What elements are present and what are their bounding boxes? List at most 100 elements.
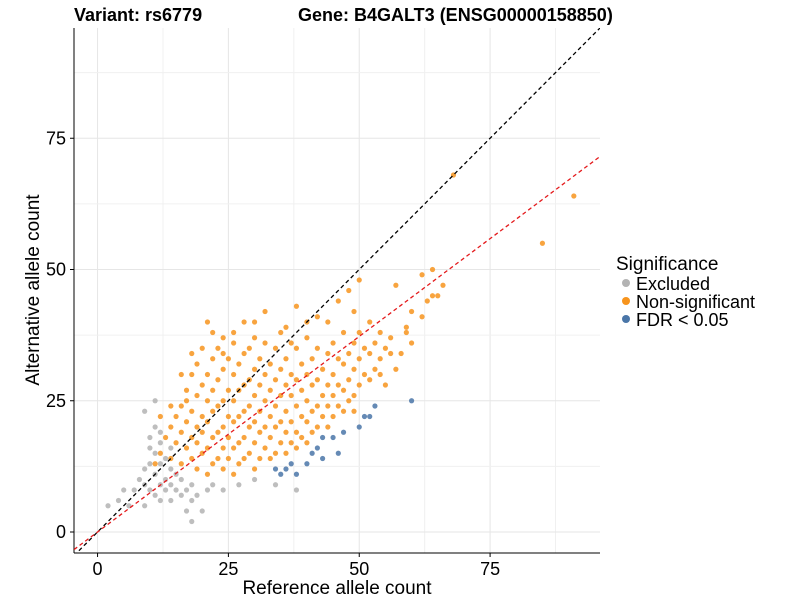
y-ticks: 0 25 50 75: [46, 128, 74, 542]
point-fdr-0-05: [288, 461, 294, 467]
point-non-significant: [272, 377, 279, 383]
point-non-significant: [204, 398, 211, 404]
point-fdr-0-05: [272, 466, 279, 472]
point-fdr-0-05: [367, 413, 373, 420]
point-non-significant: [236, 361, 242, 367]
point-non-significant: [204, 445, 211, 451]
point-non-significant: [299, 387, 305, 393]
point-non-significant: [194, 392, 200, 399]
point-non-significant: [225, 455, 231, 462]
point-non-significant: [199, 413, 205, 420]
point-fdr-0-05: [283, 466, 289, 472]
point-non-significant: [320, 413, 326, 420]
point-non-significant: [231, 340, 237, 346]
point-non-significant: [231, 471, 237, 477]
point-non-significant: [220, 466, 226, 472]
point-non-significant: [309, 408, 315, 414]
point-non-significant: [251, 440, 258, 446]
point-fdr-0-05: [309, 450, 315, 456]
point-non-significant: [267, 361, 273, 367]
point-non-significant: [419, 272, 425, 278]
point-non-significant: [325, 403, 331, 409]
point-non-significant: [304, 398, 310, 404]
point-non-significant: [377, 356, 383, 362]
point-non-significant: [382, 382, 389, 388]
x-ticks: 0 25 50 75: [93, 553, 500, 579]
point-non-significant: [340, 361, 347, 367]
point-non-significant: [288, 392, 294, 399]
point-non-significant: [152, 461, 158, 467]
point-excluded: [183, 487, 190, 493]
point-excluded: [152, 492, 158, 498]
point-non-significant: [225, 356, 231, 362]
point-non-significant: [178, 461, 184, 467]
point-excluded: [189, 482, 195, 488]
point-non-significant: [424, 298, 430, 304]
point-non-significant: [157, 413, 163, 420]
point-non-significant: [304, 419, 310, 425]
point-non-significant: [571, 193, 577, 199]
point-non-significant: [262, 398, 268, 404]
point-non-significant: [314, 314, 320, 320]
point-non-significant: [262, 371, 268, 378]
point-non-significant: [283, 382, 289, 388]
point-fdr-0-05: [335, 450, 341, 456]
point-non-significant: [262, 445, 268, 451]
point-excluded: [199, 508, 205, 514]
point-non-significant: [236, 440, 242, 446]
point-excluded: [157, 429, 163, 435]
point-non-significant: [183, 445, 190, 451]
point-non-significant: [314, 377, 320, 383]
point-non-significant: [257, 356, 263, 362]
x-tick-label: 25: [218, 559, 238, 579]
point-non-significant: [367, 350, 373, 357]
point-excluded: [189, 518, 195, 525]
point-excluded: [220, 487, 226, 493]
point-excluded: [168, 445, 174, 451]
point-non-significant: [173, 413, 179, 420]
point-non-significant: [356, 277, 362, 283]
point-non-significant: [356, 382, 362, 388]
point-non-significant: [325, 424, 331, 430]
grid-lines: [74, 28, 600, 553]
point-non-significant: [178, 429, 184, 435]
point-excluded: [173, 487, 179, 493]
point-non-significant: [388, 335, 394, 341]
point-fdr-0-05: [304, 461, 310, 467]
point-non-significant: [408, 340, 415, 346]
fit-line: [74, 155, 600, 551]
point-non-significant: [267, 434, 273, 441]
point-non-significant: [293, 429, 300, 435]
variant-title: Variant: rs6779: [74, 5, 202, 25]
point-non-significant: [283, 356, 289, 362]
point-non-significant: [215, 345, 221, 351]
point-non-significant: [199, 345, 205, 351]
point-non-significant: [246, 345, 252, 351]
point-non-significant: [330, 371, 336, 378]
point-non-significant: [440, 282, 446, 288]
point-non-significant: [220, 335, 226, 341]
point-non-significant: [314, 424, 320, 430]
point-non-significant: [220, 424, 226, 430]
point-non-significant: [340, 329, 347, 336]
point-non-significant: [367, 319, 373, 325]
legend-swatch: [622, 279, 630, 287]
point-non-significant: [168, 403, 174, 409]
point-non-significant: [278, 329, 284, 336]
point-excluded: [147, 487, 153, 493]
point-non-significant: [346, 398, 352, 404]
point-non-significant: [346, 287, 352, 294]
point-non-significant: [236, 413, 242, 420]
point-non-significant: [539, 240, 546, 246]
point-non-significant: [435, 293, 441, 299]
point-non-significant: [194, 466, 200, 472]
point-excluded: [142, 503, 148, 509]
point-excluded: [168, 482, 174, 488]
point-non-significant: [304, 335, 310, 341]
point-non-significant: [262, 340, 268, 346]
point-non-significant: [398, 350, 404, 357]
point-fdr-0-05: [361, 413, 368, 420]
point-non-significant: [288, 440, 294, 446]
point-non-significant: [351, 340, 357, 346]
